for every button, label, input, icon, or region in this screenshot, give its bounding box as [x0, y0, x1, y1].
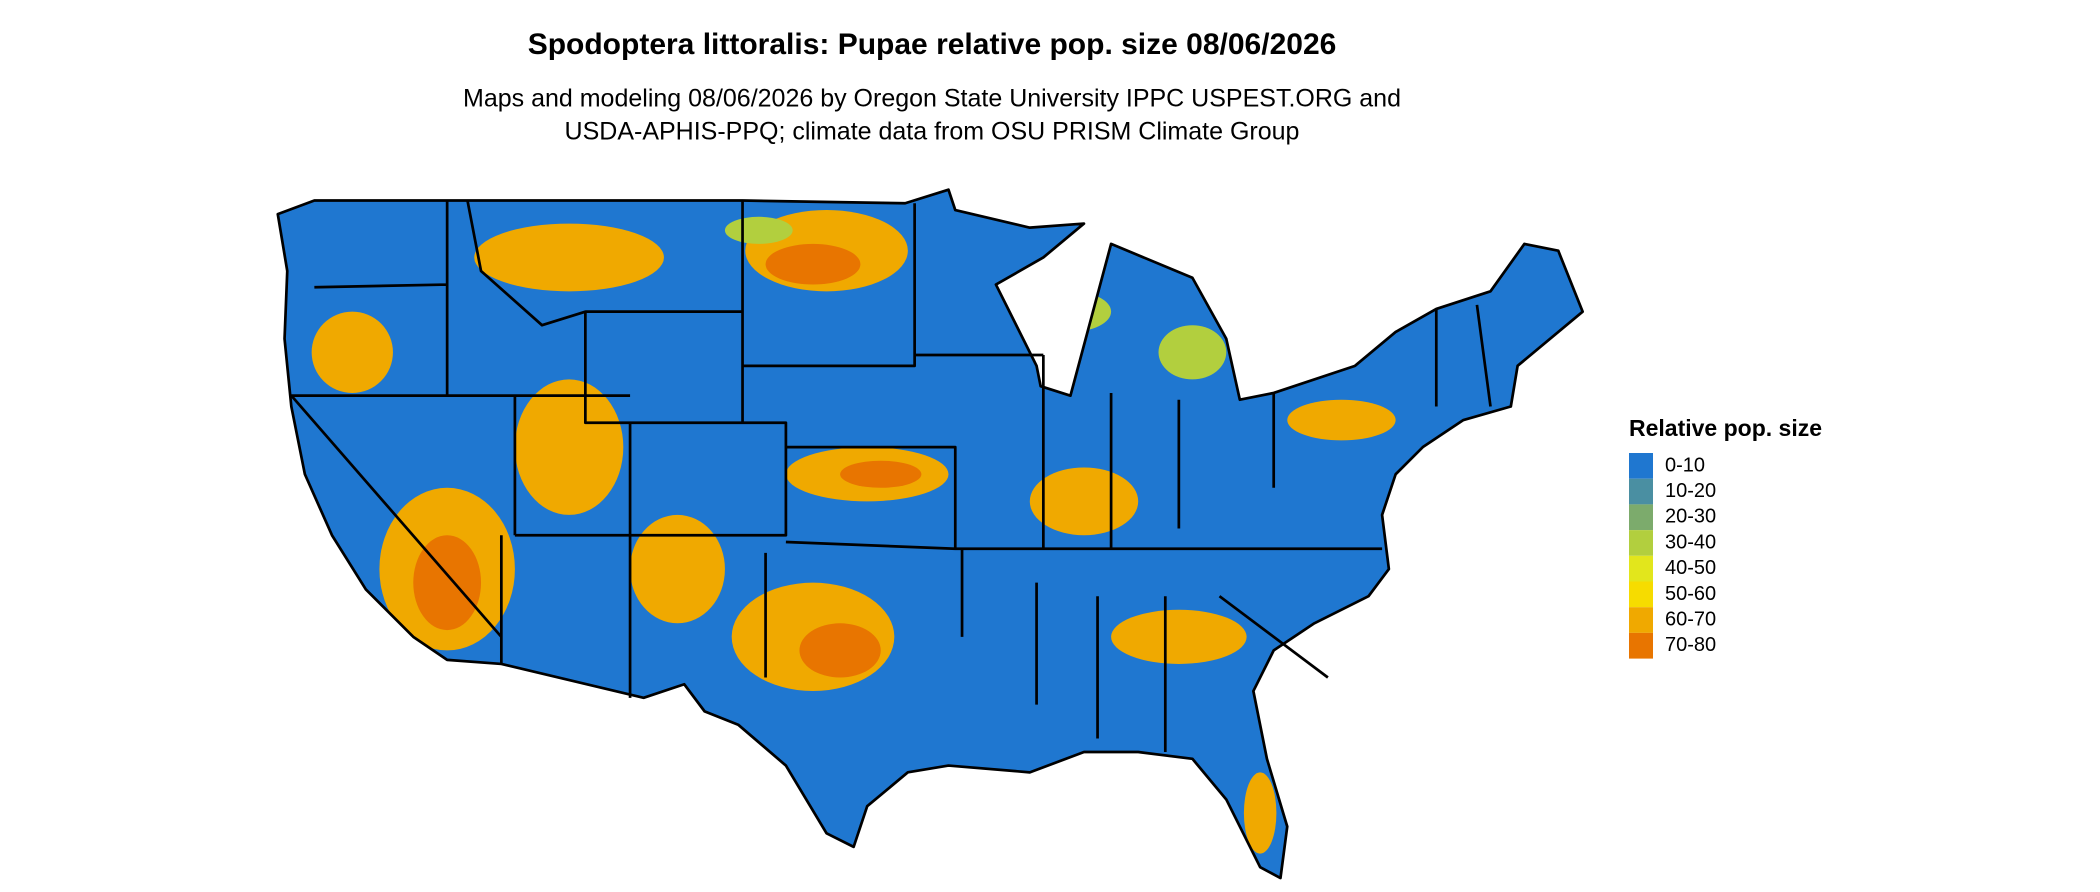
legend-title: Relative pop. size — [1629, 415, 1822, 441]
legend-swatch — [1629, 555, 1653, 582]
map-fill — [277, 189, 1583, 879]
map-zones-high — [413, 243, 922, 678]
legend-swatch — [1629, 632, 1653, 659]
legend-swatch — [1629, 504, 1653, 531]
legend-label: 30-40 — [1665, 531, 1716, 553]
state-borders — [290, 200, 1492, 753]
legend-swatch — [1629, 453, 1653, 479]
legend-swatch — [1629, 530, 1653, 556]
legend: 0-10 10-20 20-30 30-40 40-50 50-60 60-70 70-80 — [1629, 453, 1716, 659]
legend-label: 60-70 — [1665, 608, 1716, 630]
legend-swatch — [1629, 478, 1653, 505]
legend-label: 10-20 — [1665, 480, 1716, 502]
legend-label: 70-80 — [1665, 634, 1716, 656]
subtitle-line: USDA-APHIS-PPQ; climate data from OSU PR… — [565, 118, 1300, 146]
subtitle-line: Maps and modeling 08/06/2026 by Oregon S… — [463, 85, 1401, 113]
legend-label: 0-10 — [1665, 454, 1705, 476]
map-title: Spodoptera littoralis: Pupae relative po… — [528, 28, 1337, 61]
legend-label: 20-30 — [1665, 506, 1716, 528]
map — [276, 188, 1584, 880]
legend-swatch — [1629, 581, 1653, 608]
legend-label: 40-50 — [1665, 557, 1716, 579]
legend-swatch — [1629, 607, 1653, 633]
legend-label: 50-60 — [1665, 583, 1716, 605]
